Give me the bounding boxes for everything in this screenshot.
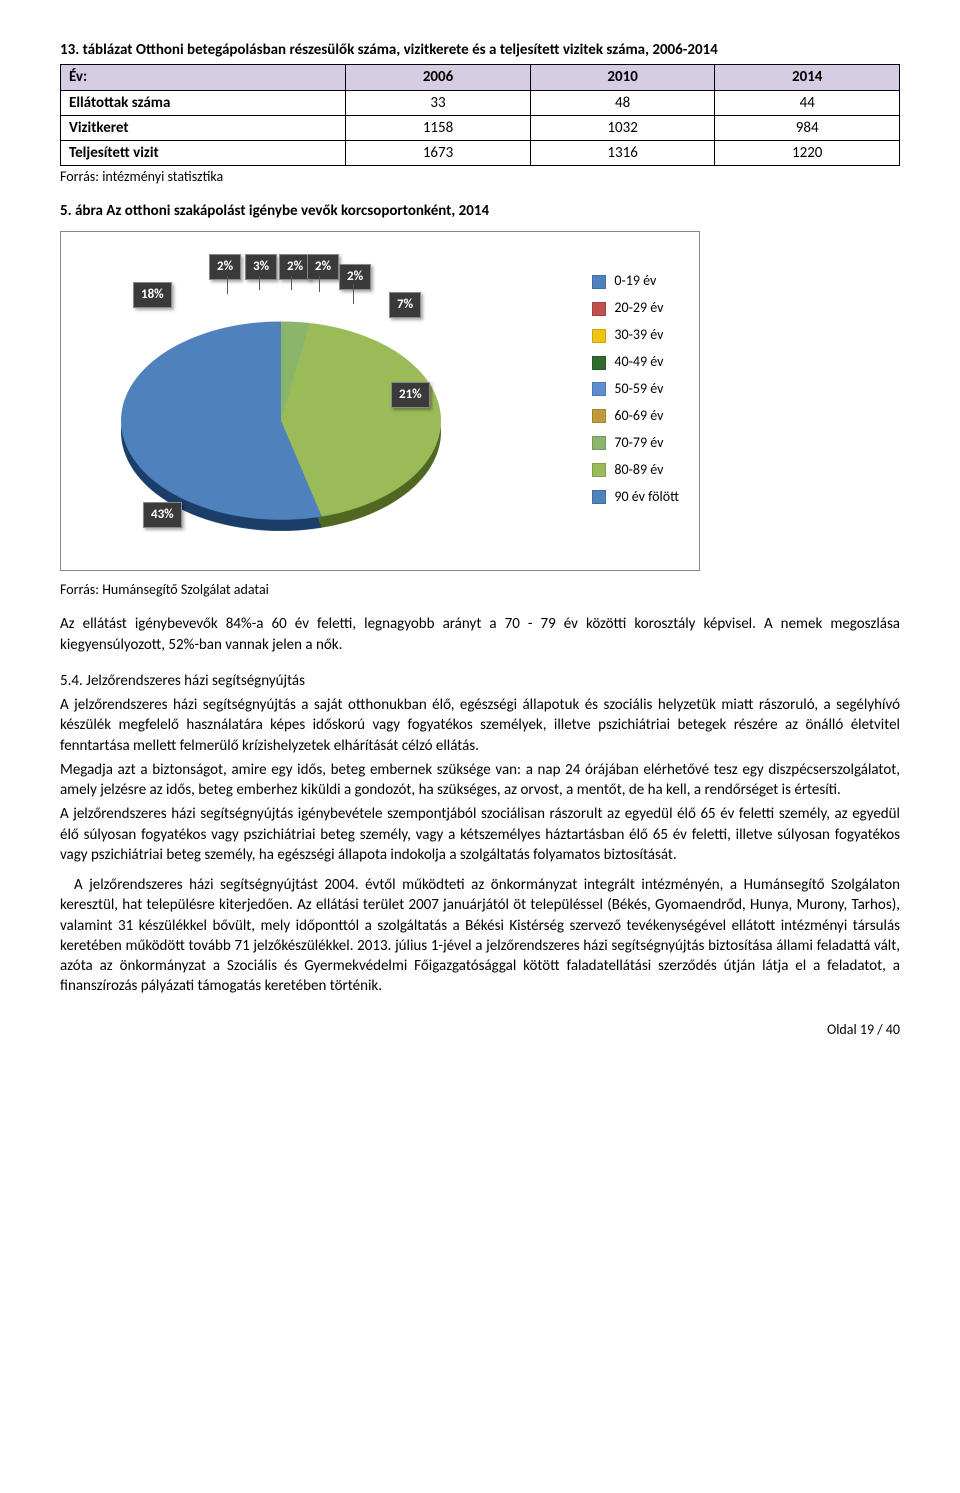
cell-value: 48: [530, 90, 715, 115]
pct-label-43: 43%: [143, 502, 182, 528]
col-year-label: Év:: [61, 65, 346, 90]
legend-label: 90 év fölött: [614, 488, 679, 507]
pct-label-2a: 2%: [209, 254, 241, 280]
legend-item: 20-29 év: [592, 299, 679, 318]
legend-label: 70-79 év: [614, 434, 663, 453]
chart-title: 5. ábra Az otthoni szakápolást igénybe v…: [60, 201, 900, 221]
legend-item: 50-59 év: [592, 380, 679, 399]
para-4: A jelzőrendszeres házi segítségnyújtás i…: [60, 804, 900, 865]
cell-value: 1673: [346, 141, 531, 166]
para-2: A jelzőrendszeres házi segítségnyújtás a…: [60, 695, 900, 756]
pie-chart: 0-19 év 20-29 év 30-39 év 40-49 év 50-59 év 6…: [60, 231, 700, 571]
cell-value: 1032: [530, 115, 715, 140]
row-label: Vizitkeret: [61, 115, 346, 140]
legend-item: 30-39 év: [592, 326, 679, 345]
legend-item: 70-79 év: [592, 434, 679, 453]
para-5: A jelzőrendszeres házi segítségnyújtást …: [60, 875, 900, 997]
table-row: Ellátottak száma334844: [61, 90, 900, 115]
pct-label-2c: 2%: [307, 254, 339, 280]
pct-label-7: 7%: [389, 292, 421, 318]
legend-label: 50-59 év: [614, 380, 663, 399]
cell-value: 1158: [346, 115, 531, 140]
legend-swatch: [592, 356, 606, 370]
table-row: Vizitkeret11581032984: [61, 115, 900, 140]
legend-swatch: [592, 463, 606, 477]
col-year-0: 2006: [346, 65, 531, 90]
pct-label-21: 21%: [391, 382, 430, 408]
legend-item: 80-89 év: [592, 461, 679, 480]
legend-swatch: [592, 436, 606, 450]
pct-label-2d: 2%: [339, 264, 371, 290]
legend-label: 20-29 év: [614, 299, 663, 318]
legend-swatch: [592, 490, 606, 504]
legend-label: 80-89 év: [614, 461, 663, 480]
row-label: Ellátottak száma: [61, 90, 346, 115]
cell-value: 44: [715, 90, 900, 115]
cell-value: 1316: [530, 141, 715, 166]
legend-item: 60-69 év: [592, 407, 679, 426]
table-title: 13. táblázat Otthoni betegápolásban rész…: [60, 40, 900, 60]
section-heading: 5.4. Jelzőrendszeres házi segítségnyújtá…: [60, 671, 900, 691]
legend-swatch: [592, 302, 606, 316]
table-source: Forrás: intézményi statisztika: [60, 168, 900, 187]
col-year-2: 2014: [715, 65, 900, 90]
para-3: Megadja azt a biztonságot, amire egy idő…: [60, 760, 900, 801]
pct-label-3: 3%: [245, 254, 277, 280]
chart-source: Forrás: Humánsegítő Szolgálat adatai: [60, 581, 900, 600]
legend-item: 40-49 év: [592, 353, 679, 372]
cell-value: 984: [715, 115, 900, 140]
legend-item: 0-19 év: [592, 272, 679, 291]
legend-label: 30-39 év: [614, 326, 663, 345]
cell-value: 1220: [715, 141, 900, 166]
pct-label-18: 18%: [133, 282, 172, 308]
legend-item: 90 év fölött: [592, 488, 679, 507]
legend-swatch: [592, 329, 606, 343]
data-table: Év: 2006 2010 2014 Ellátottak száma33484…: [60, 64, 900, 166]
table-row: Teljesített vizit167313161220: [61, 141, 900, 166]
legend-label: 0-19 év: [614, 272, 656, 291]
chart-legend: 0-19 év 20-29 év 30-39 év 40-49 év 50-59 év 6…: [592, 272, 679, 514]
legend-label: 40-49 év: [614, 353, 663, 372]
legend-swatch: [592, 275, 606, 289]
legend-label: 60-69 év: [614, 407, 663, 426]
para-1: Az ellátást igénybevevők 84%-a 60 év fel…: [60, 614, 900, 655]
body-text: Az ellátást igénybevevők 84%-a 60 év fel…: [60, 614, 900, 996]
legend-swatch: [592, 382, 606, 396]
page-number: Oldal 19 / 40: [60, 1021, 900, 1040]
legend-swatch: [592, 409, 606, 423]
col-year-1: 2010: [530, 65, 715, 90]
cell-value: 33: [346, 90, 531, 115]
row-label: Teljesített vizit: [61, 141, 346, 166]
